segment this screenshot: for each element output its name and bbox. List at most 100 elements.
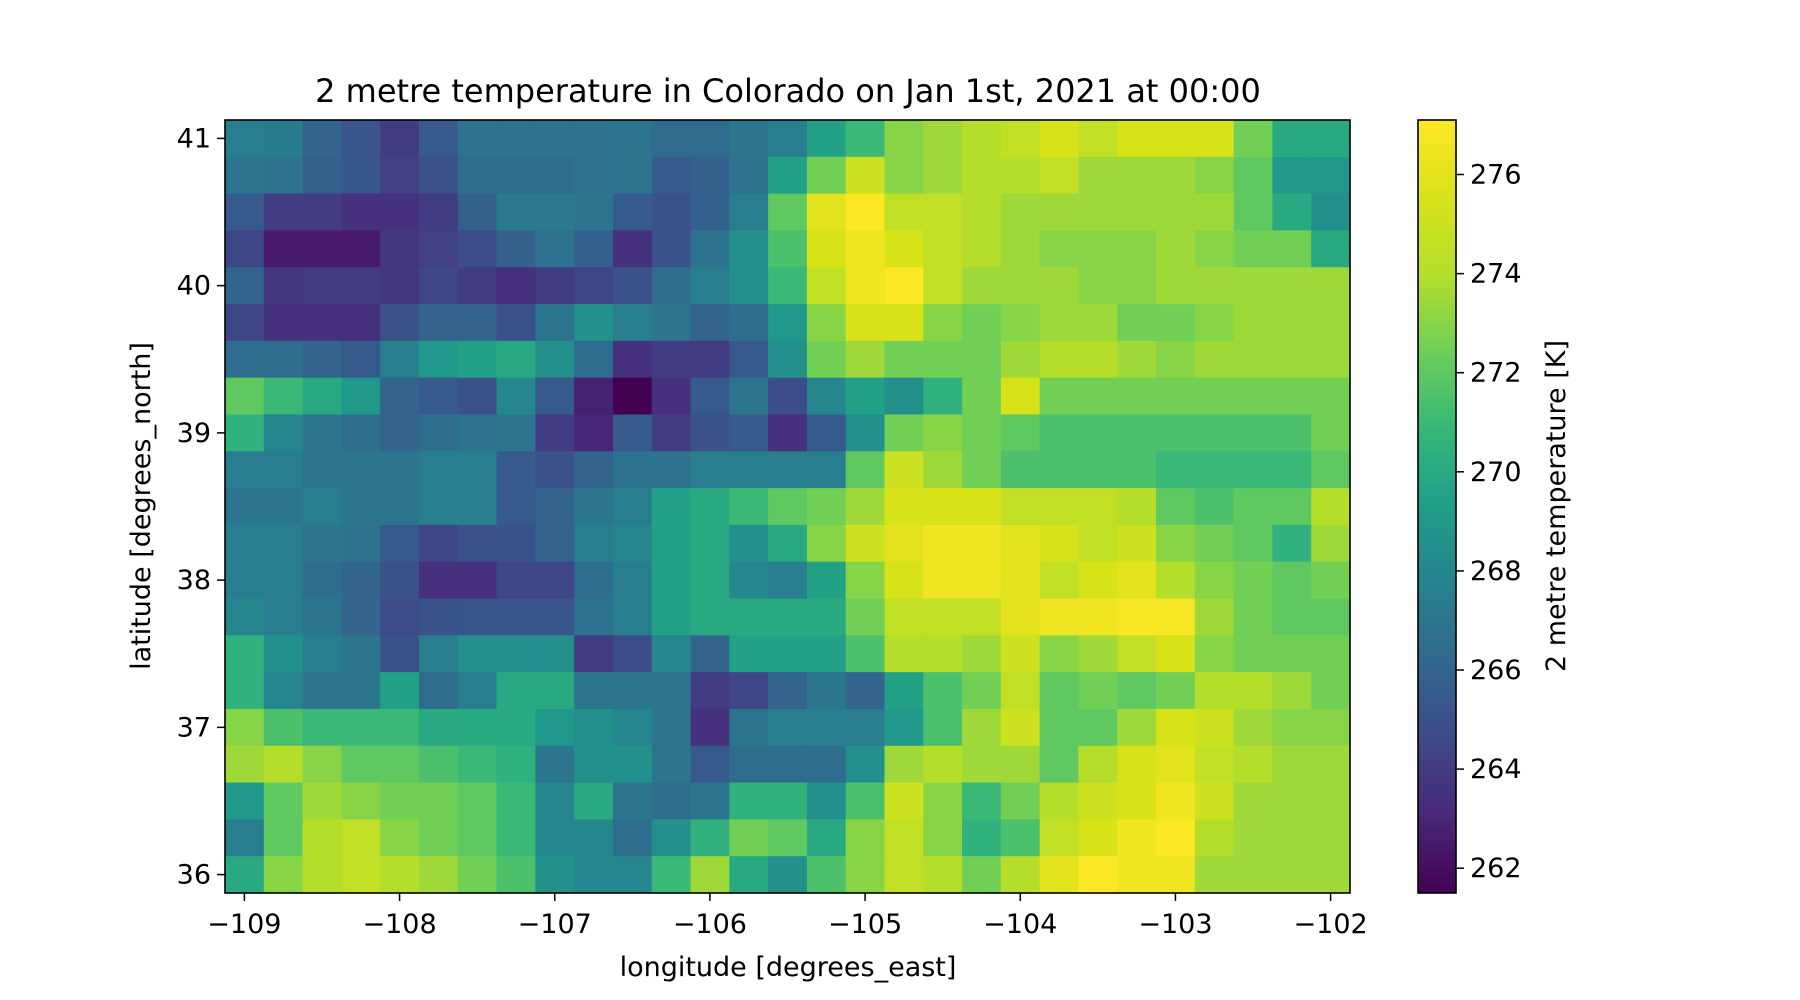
heatmap-cell bbox=[1194, 561, 1235, 600]
heatmap-cell bbox=[1078, 561, 1118, 600]
heatmap-cell bbox=[574, 856, 614, 893]
heatmap-cell bbox=[574, 561, 614, 600]
colorbar-tick-label: 272 bbox=[1470, 358, 1522, 389]
heatmap-cell bbox=[457, 672, 498, 710]
heatmap-cell bbox=[535, 856, 575, 893]
heatmap-cell bbox=[884, 672, 924, 710]
heatmap-cell bbox=[225, 340, 265, 379]
heatmap-cell bbox=[1117, 856, 1157, 893]
heatmap-cell bbox=[496, 708, 536, 747]
heatmap-cell bbox=[380, 193, 420, 232]
heatmap-cell bbox=[1272, 782, 1312, 820]
heatmap-cell bbox=[302, 856, 342, 893]
heatmap-cell bbox=[651, 745, 692, 784]
x-tick-label: −106 bbox=[673, 909, 747, 940]
heatmap-cell bbox=[1156, 524, 1196, 563]
heatmap-cell bbox=[1117, 156, 1157, 195]
y-axis-label: latitude [degrees_north] bbox=[126, 342, 157, 670]
heatmap-cell bbox=[1039, 488, 1080, 526]
heatmap-cell bbox=[884, 193, 924, 232]
heatmap-cell bbox=[302, 524, 342, 563]
heatmap-cell bbox=[768, 819, 808, 857]
heatmap-cell bbox=[263, 304, 304, 342]
heatmap-cell bbox=[457, 414, 498, 452]
heatmap-cell bbox=[574, 340, 614, 379]
colorbar-tick-label: 264 bbox=[1470, 754, 1522, 785]
heatmap-cell bbox=[690, 598, 730, 636]
heatmap-cell bbox=[768, 230, 808, 268]
heatmap-cell bbox=[535, 451, 575, 489]
heatmap-cell bbox=[845, 782, 886, 820]
heatmap-cell bbox=[380, 598, 420, 636]
heatmap-cell bbox=[1194, 488, 1235, 526]
y-tick-label: 36 bbox=[177, 860, 211, 891]
heatmap-cell bbox=[1078, 340, 1118, 379]
heatmap-cell bbox=[884, 782, 924, 820]
heatmap-cell bbox=[768, 745, 808, 784]
heatmap-cell bbox=[962, 156, 1002, 195]
heatmap-cell bbox=[457, 782, 498, 820]
heatmap-cell bbox=[1156, 598, 1196, 636]
heatmap-cell bbox=[1000, 524, 1041, 563]
heatmap-cell bbox=[806, 672, 847, 710]
heatmap-cell bbox=[1078, 635, 1118, 673]
heatmap-cell bbox=[1039, 745, 1080, 784]
heatmap-cell bbox=[923, 672, 963, 710]
heatmap-cell bbox=[380, 451, 420, 489]
heatmap-cell bbox=[302, 340, 342, 379]
heatmap-cell bbox=[263, 672, 304, 710]
heatmap-cell bbox=[380, 304, 420, 342]
heatmap-cell bbox=[729, 635, 769, 673]
heatmap-cell bbox=[1272, 524, 1312, 563]
heatmap-cell bbox=[1194, 745, 1235, 784]
heatmap-cell bbox=[574, 267, 614, 305]
heatmap-cell bbox=[729, 340, 769, 379]
heatmap-cell bbox=[457, 340, 498, 379]
heatmap-cell bbox=[380, 782, 420, 820]
heatmap-cell bbox=[923, 230, 963, 268]
heatmap-cell bbox=[1000, 120, 1041, 158]
heatmap-cell bbox=[1311, 598, 1350, 636]
heatmap-cell bbox=[884, 267, 924, 305]
heatmap-cell bbox=[418, 745, 459, 784]
heatmap-cell bbox=[923, 340, 963, 379]
heatmap-cell bbox=[923, 488, 963, 526]
heatmap-cell bbox=[1233, 672, 1274, 710]
heatmap-cell bbox=[690, 672, 730, 710]
heatmap-cell bbox=[923, 782, 963, 820]
heatmap-cell bbox=[225, 782, 265, 820]
heatmap-cell bbox=[1078, 377, 1118, 416]
heatmap-cell bbox=[302, 230, 342, 268]
heatmap-cell bbox=[263, 561, 304, 600]
heatmap-cell bbox=[1000, 635, 1041, 673]
heatmap-cell bbox=[263, 193, 304, 232]
heatmap-cell bbox=[1311, 267, 1350, 305]
heatmap-cell bbox=[690, 304, 730, 342]
x-tick-label: −109 bbox=[207, 909, 281, 940]
heatmap-cell bbox=[612, 635, 653, 673]
heatmap-cell bbox=[1233, 340, 1274, 379]
heatmap-cell bbox=[884, 856, 924, 893]
heatmap-cell bbox=[341, 120, 381, 158]
heatmap-cell bbox=[690, 267, 730, 305]
heatmap-cell bbox=[768, 377, 808, 416]
heatmap-cell bbox=[923, 856, 963, 893]
heatmap-cell bbox=[806, 340, 847, 379]
heatmap-cell bbox=[496, 267, 536, 305]
heatmap-cell bbox=[535, 708, 575, 747]
heatmap-cell bbox=[884, 561, 924, 600]
heatmap-cell bbox=[612, 488, 653, 526]
colorbar-tick-label: 274 bbox=[1470, 259, 1522, 290]
heatmap-cell bbox=[845, 561, 886, 600]
heatmap-cell bbox=[845, 230, 886, 268]
heatmap-cell bbox=[806, 488, 847, 526]
heatmap-cell bbox=[1272, 561, 1312, 600]
heatmap-cell bbox=[225, 488, 265, 526]
heatmap-cell bbox=[380, 745, 420, 784]
heatmap-cell bbox=[1117, 672, 1157, 710]
heatmap-cell bbox=[457, 377, 498, 416]
heatmap-cell bbox=[1156, 230, 1196, 268]
heatmap-cell bbox=[1233, 120, 1274, 158]
heatmap-cell bbox=[496, 193, 536, 232]
heatmap-cell bbox=[263, 377, 304, 416]
